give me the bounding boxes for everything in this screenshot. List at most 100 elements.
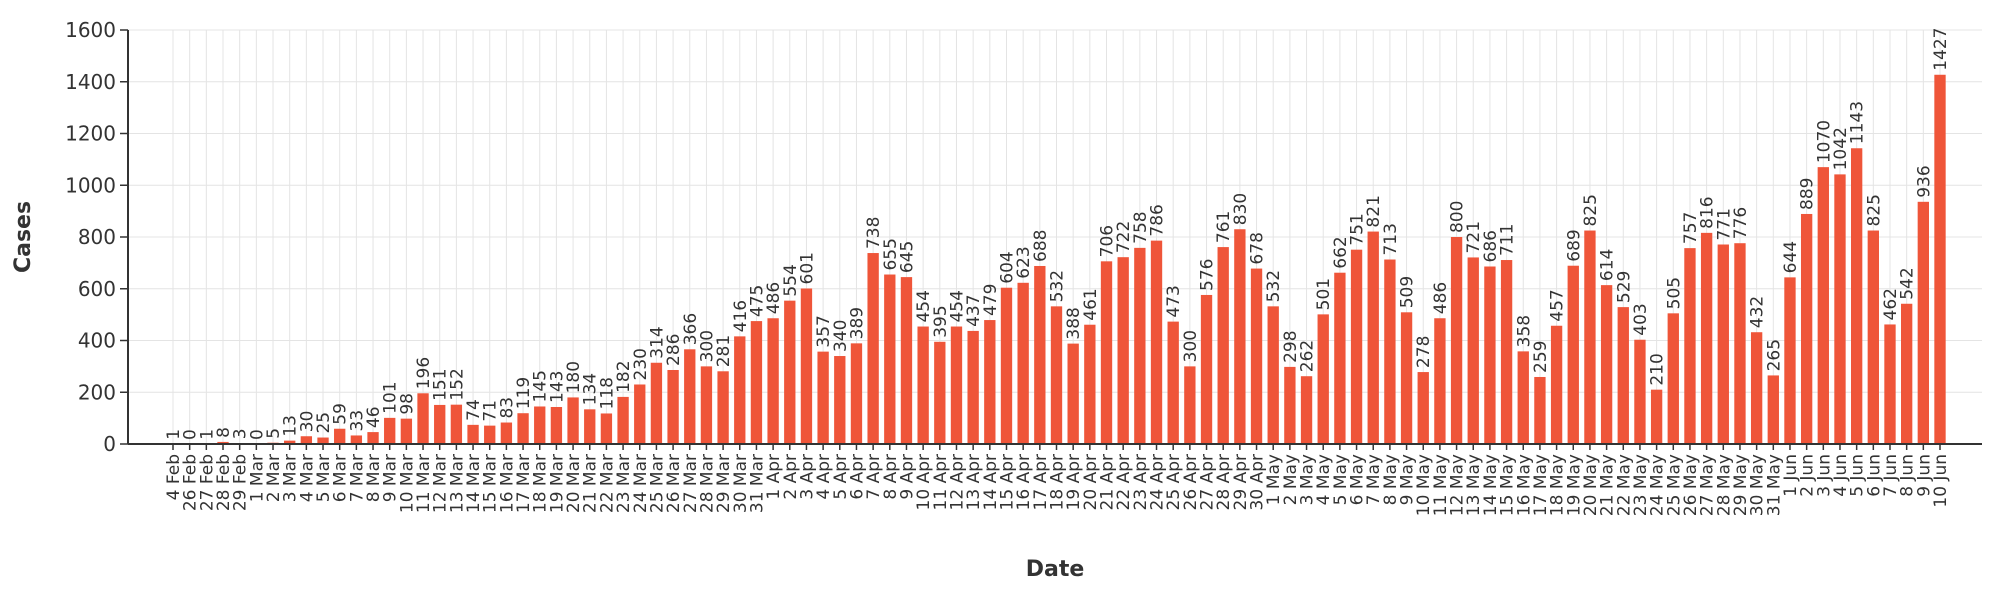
data-label: 98 xyxy=(397,393,417,415)
data-label: 473 xyxy=(1164,285,1184,317)
bar xyxy=(1567,265,1579,444)
x-tick-label: 15 Mar xyxy=(481,454,501,513)
data-label: 771 xyxy=(1714,208,1734,240)
y-tick-label: 800 xyxy=(78,225,116,249)
bar xyxy=(1234,229,1246,444)
bar xyxy=(1934,74,1946,445)
x-tick-label: 6 May xyxy=(1348,454,1368,505)
x-tick-label: 5 Mar xyxy=(314,454,334,502)
data-label: 196 xyxy=(414,357,434,389)
bar xyxy=(1250,268,1263,444)
x-tick-label: 4 Feb xyxy=(164,454,184,500)
x-tick-label: 12 Apr xyxy=(947,454,967,510)
y-tick-label: 1000 xyxy=(65,173,116,197)
x-tick-label: 6 Apr xyxy=(847,454,867,500)
bar xyxy=(600,413,613,444)
data-label: 604 xyxy=(997,251,1017,283)
bar xyxy=(1217,247,1229,444)
data-label: 210 xyxy=(1648,353,1668,385)
bar xyxy=(1634,339,1646,444)
data-label: 655 xyxy=(881,238,901,270)
data-label: 738 xyxy=(864,217,884,249)
data-label: 486 xyxy=(764,282,784,314)
data-label: 71 xyxy=(481,400,501,422)
x-tick-label: 5 Jun xyxy=(1848,454,1868,497)
bar xyxy=(417,393,429,444)
x-tick-label: 15 Apr xyxy=(997,454,1017,510)
bar xyxy=(1800,213,1813,444)
bar xyxy=(1067,343,1079,444)
y-tick-label: 600 xyxy=(78,277,116,301)
data-label: 889 xyxy=(1798,178,1818,210)
data-label: 298 xyxy=(1281,330,1301,362)
x-tick-label: 5 May xyxy=(1331,454,1351,505)
data-label: 281 xyxy=(714,335,734,367)
x-tick-label: 1 Jun xyxy=(1781,454,1801,497)
x-tick-label: 17 Mar xyxy=(514,454,534,513)
bar xyxy=(1717,244,1729,444)
x-tick-label: 22 Mar xyxy=(597,454,617,513)
data-label: 46 xyxy=(364,406,384,428)
bar xyxy=(300,436,313,444)
bar xyxy=(1784,277,1796,444)
bar xyxy=(384,417,396,444)
data-label: 230 xyxy=(631,348,651,380)
data-label: 830 xyxy=(1231,193,1251,225)
data-label: 143 xyxy=(547,371,567,403)
x-tick-label: 25 May xyxy=(1664,454,1684,516)
x-tick-label: 22 Apr xyxy=(1114,454,1134,510)
bar xyxy=(1467,257,1479,444)
bar xyxy=(1117,257,1129,444)
bar xyxy=(1667,313,1679,444)
data-label: 689 xyxy=(1564,229,1584,261)
data-label: 286 xyxy=(664,334,684,366)
bar xyxy=(1684,248,1696,444)
data-label: 532 xyxy=(1264,270,1284,302)
bar xyxy=(1050,306,1063,444)
bar xyxy=(667,369,679,444)
bars xyxy=(167,74,1946,445)
bar xyxy=(450,404,463,444)
x-tick-label: 31 Mar xyxy=(747,454,767,513)
x-tick-label: 7 Mar xyxy=(347,454,367,502)
y-tick-label: 400 xyxy=(78,329,116,353)
bar xyxy=(800,288,813,444)
data-label: 821 xyxy=(1364,195,1384,227)
x-tick-label: 30 Apr xyxy=(1248,454,1268,510)
x-tick-label: 27 Mar xyxy=(681,454,701,513)
x-tick-label: 17 Apr xyxy=(1031,454,1051,510)
data-label: 83 xyxy=(497,397,517,419)
x-tick-label: 10 Apr xyxy=(914,454,934,510)
data-label: 505 xyxy=(1664,277,1684,309)
data-label: 457 xyxy=(1548,289,1568,321)
data-label: 462 xyxy=(1881,288,1901,320)
data-label: 358 xyxy=(1514,315,1534,347)
y-tick-label: 1200 xyxy=(65,122,116,146)
data-label: 300 xyxy=(1181,330,1201,362)
x-tick-label: 12 Mar xyxy=(431,454,451,513)
x-tick-label: 21 May xyxy=(1598,454,1618,516)
x-tick-label: 10 Jun xyxy=(1931,454,1951,508)
data-label: 758 xyxy=(1131,211,1151,243)
data-label: 461 xyxy=(1081,288,1101,320)
data-label: 454 xyxy=(914,290,934,322)
bar xyxy=(1817,167,1829,444)
x-tick-label: 3 May xyxy=(1298,454,1318,505)
data-label: 278 xyxy=(1414,336,1434,368)
data-label: 936 xyxy=(1914,165,1934,197)
x-tick-label: 2 Apr xyxy=(781,454,801,500)
bar xyxy=(517,413,529,444)
x-tick-label: 26 Mar xyxy=(664,454,684,513)
data-label: 486 xyxy=(1431,282,1451,314)
bar xyxy=(917,326,929,444)
bar xyxy=(1650,389,1663,444)
data-label: 403 xyxy=(1631,303,1651,335)
bar xyxy=(767,318,779,444)
bar xyxy=(1617,307,1629,444)
bar xyxy=(1767,375,1779,444)
bar xyxy=(1884,324,1896,444)
x-tick-label: 30 May xyxy=(1748,454,1768,516)
data-label: 686 xyxy=(1481,230,1501,262)
x-tick-label: 28 Mar xyxy=(697,454,717,513)
